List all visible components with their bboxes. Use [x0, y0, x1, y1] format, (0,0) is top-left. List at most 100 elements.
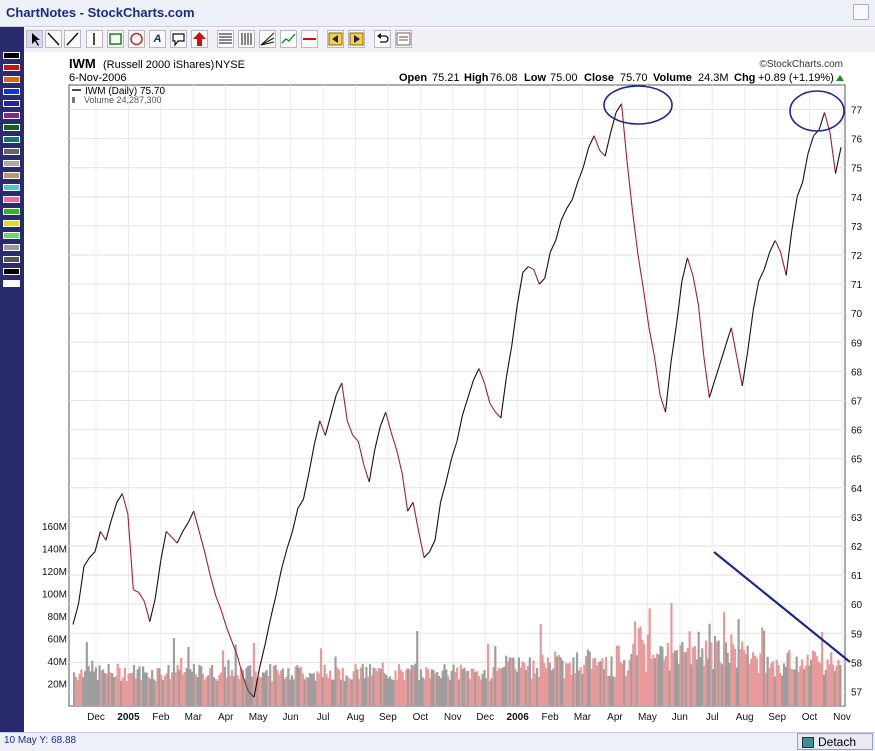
text-tool-icon[interactable]: A	[149, 30, 166, 48]
palette-swatch[interactable]	[3, 76, 20, 83]
volume-bar	[583, 664, 586, 706]
volume-bar	[434, 673, 437, 706]
volume-bar	[639, 626, 642, 706]
pointer-tool-icon[interactable]	[26, 30, 43, 48]
price-segment	[143, 601, 151, 622]
volume-bar	[722, 612, 726, 706]
palette-swatch[interactable]	[3, 268, 20, 275]
volume-bar	[813, 651, 816, 706]
vertical-line-tool-icon[interactable]	[86, 30, 103, 48]
date-tick-label: 2005	[117, 712, 140, 723]
price-segment	[560, 208, 568, 221]
annotation-ellipse-may-top[interactable]	[603, 85, 673, 125]
volume-bar	[528, 657, 531, 706]
volume-bar	[388, 676, 392, 706]
palette-swatch[interactable]	[3, 280, 20, 287]
volume-bar	[835, 665, 838, 706]
palette-swatch[interactable]	[3, 220, 20, 227]
hline-tool-icon[interactable]	[301, 30, 318, 48]
palette-swatch[interactable]	[3, 124, 20, 131]
volume-bar	[154, 681, 157, 706]
horizontal-lines-tool-icon[interactable]	[217, 30, 234, 48]
price-tick-label: 64	[851, 484, 863, 495]
volume-bar	[285, 676, 288, 706]
volume-bar	[595, 665, 599, 706]
price-tick-label: 73	[851, 222, 863, 233]
rectangle-tool-icon[interactable]	[107, 30, 124, 48]
palette-swatch[interactable]	[3, 244, 20, 251]
properties-icon[interactable]	[395, 30, 412, 48]
price-segment	[796, 182, 804, 198]
volume-bar	[753, 655, 757, 706]
volume-bar	[352, 671, 355, 706]
legend-volume-swatch	[72, 97, 75, 103]
palette-swatch[interactable]	[3, 208, 20, 215]
price-segment	[89, 551, 96, 558]
palette-swatch[interactable]	[3, 256, 20, 263]
callout-tool-icon[interactable]	[170, 30, 187, 48]
palette-swatch[interactable]	[3, 100, 20, 107]
date-tick-label: Dec	[87, 712, 105, 723]
palette-swatch[interactable]	[3, 136, 20, 143]
chart-panel[interactable]: 57 58 59 60 61 62 63 64 65 66 67 68 69 70 71 72 73 74 75 76…	[24, 52, 875, 732]
palette-swatch[interactable]	[3, 172, 20, 179]
palette-swatch[interactable]	[3, 112, 20, 119]
volume-bar	[372, 667, 375, 706]
palette-swatch[interactable]	[3, 88, 20, 95]
price-segment	[226, 627, 233, 643]
price-segment	[379, 411, 387, 427]
volume-bar	[178, 669, 181, 706]
volume-bar	[120, 680, 123, 706]
date-tick-label: Nov	[833, 712, 851, 723]
high-label: High	[464, 72, 489, 84]
volume-bar	[762, 630, 766, 706]
volume-bar	[214, 678, 217, 706]
volume-bar	[82, 677, 85, 706]
date-axis: Dec 2005 Feb Mar Apr May Jun Jul Aug Sep Oct Nov Dec…	[87, 712, 851, 723]
trendline-tool-icon[interactable]	[280, 30, 297, 48]
volume-bar	[488, 680, 491, 706]
annotation-ellipse-nov-top[interactable]	[789, 90, 845, 132]
volume-bar	[510, 657, 513, 706]
volume-bar	[519, 667, 522, 706]
volume-bar	[410, 664, 413, 706]
volume-bar	[299, 667, 303, 706]
volume-bar	[218, 675, 221, 706]
volume-bar	[501, 667, 504, 706]
cursor-date: 10 May	[4, 735, 37, 746]
volume-bar	[659, 645, 662, 706]
volume-bar	[492, 667, 495, 706]
palette-swatch[interactable]	[3, 64, 20, 71]
palette-swatch[interactable]	[3, 196, 20, 203]
price-segment	[834, 147, 842, 174]
ellipse-tool-icon[interactable]	[128, 30, 145, 48]
line-tool-icon[interactable]	[45, 30, 62, 48]
palette-swatch[interactable]	[3, 52, 20, 59]
volume-bar	[230, 670, 234, 706]
price-segment	[237, 656, 244, 678]
undo-icon[interactable]	[374, 30, 391, 48]
detach-button[interactable]: Detach	[797, 733, 873, 750]
price-segment	[440, 481, 447, 503]
palette-swatch[interactable]	[3, 232, 20, 239]
window-control-button[interactable]	[853, 4, 869, 20]
annotation-volume-trendline[interactable]	[713, 551, 851, 663]
ray-tool-icon[interactable]	[64, 30, 81, 48]
price-chart[interactable]: 57 58 59 60 61 62 63 64 65 66 67 68 69 70 71 72 73 74 75 76…	[24, 52, 875, 732]
volume-bar	[329, 670, 332, 706]
palette-swatch[interactable]	[3, 160, 20, 167]
palette-swatch[interactable]	[3, 184, 20, 191]
volume-bar	[526, 665, 530, 706]
vertical-lines-tool-icon[interactable]	[238, 30, 255, 48]
volume-bar	[123, 667, 127, 706]
fibonacci-tool-icon[interactable]	[259, 30, 276, 48]
volume-bar	[624, 676, 628, 706]
palette-swatch[interactable]	[3, 148, 20, 155]
back-icon[interactable]	[327, 30, 344, 48]
price-segment	[829, 132, 837, 174]
volume-bar	[171, 672, 174, 706]
arrow-tool-icon[interactable]	[191, 30, 208, 48]
forward-icon[interactable]	[348, 30, 365, 48]
price-segment	[253, 668, 261, 698]
volume-bar	[140, 679, 143, 706]
